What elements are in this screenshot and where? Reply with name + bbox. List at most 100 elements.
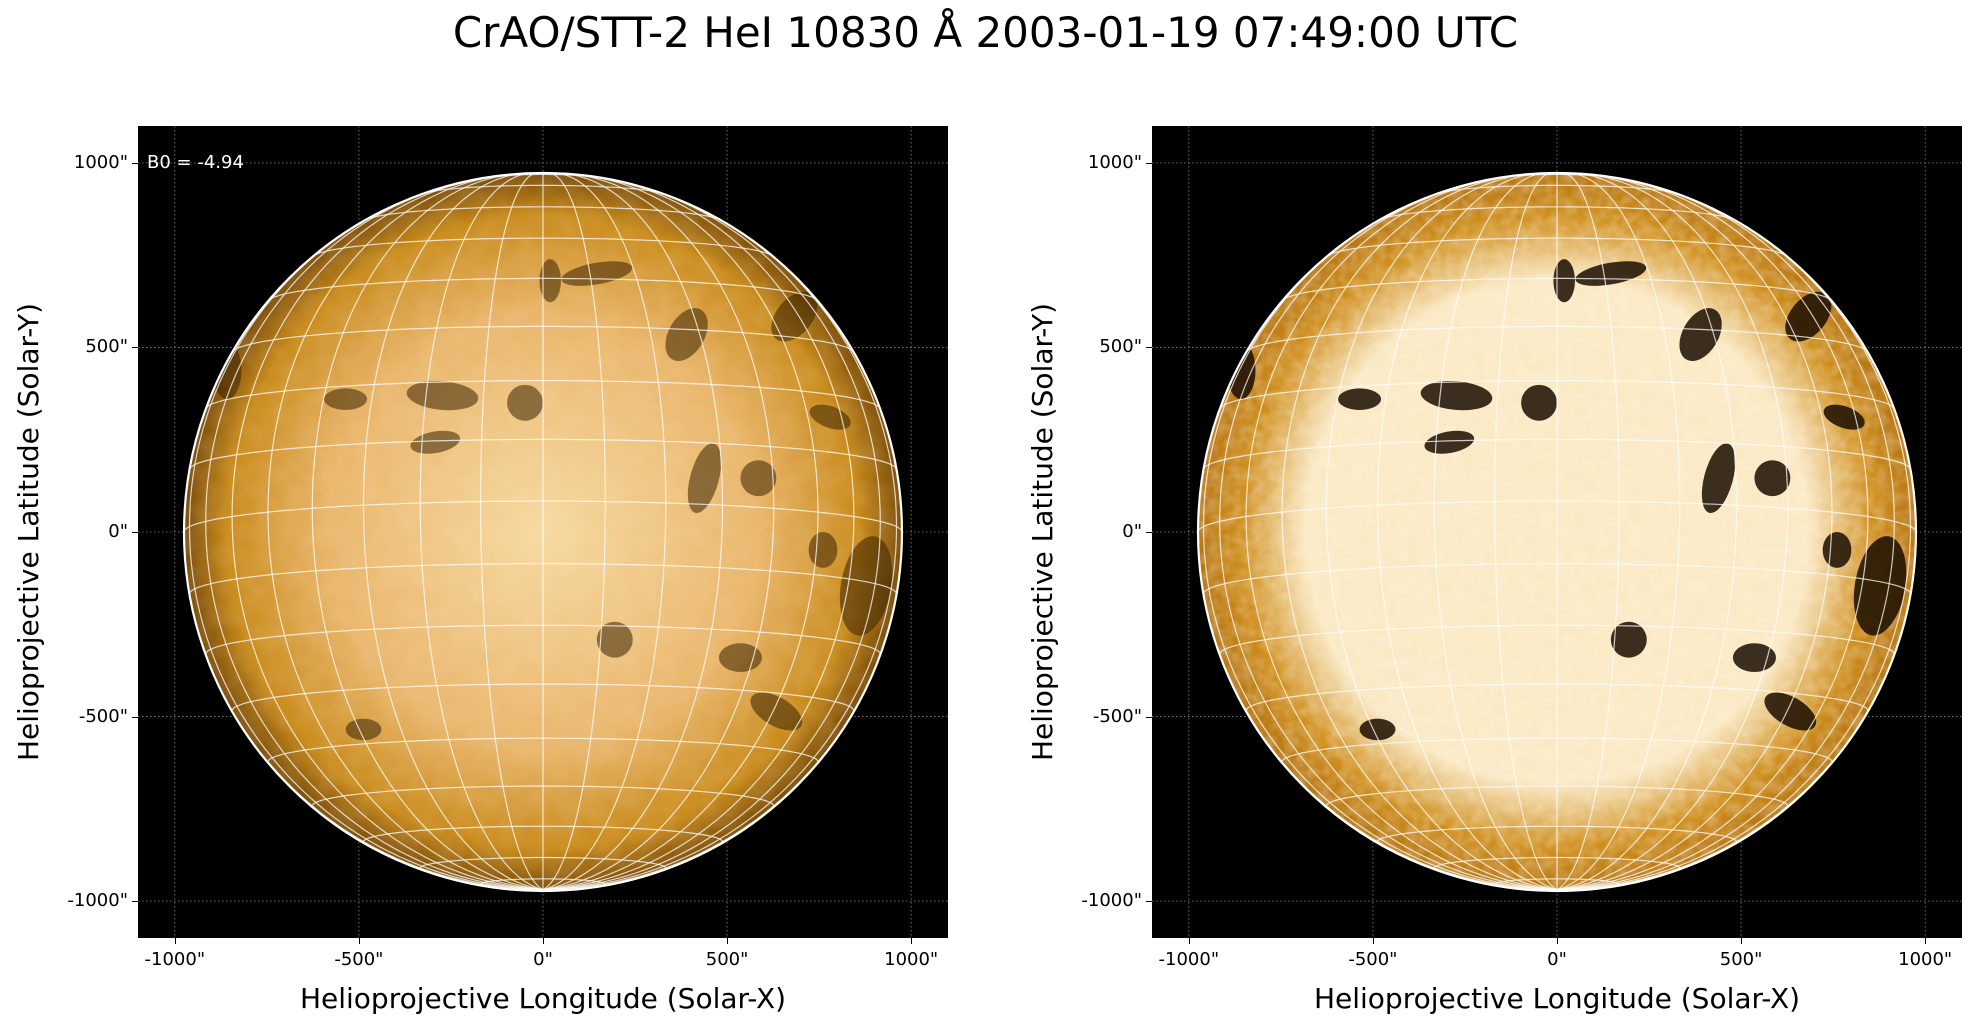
parallel-line <box>188 563 898 595</box>
meridian-line <box>1433 173 1558 891</box>
right-y-tick-mark <box>1146 347 1152 349</box>
meridian-line <box>1281 174 1558 891</box>
right-y-tick-label: 0" <box>1122 521 1142 542</box>
right-y-tick-label: 1000" <box>1087 151 1142 173</box>
parallel-line <box>1219 380 1895 410</box>
left-x-tick-label: 1000" <box>884 949 939 970</box>
left-x-tick-mark <box>174 938 176 944</box>
right-solar-image <box>1152 126 1962 938</box>
left-solar-disk <box>138 126 948 938</box>
left-y-tick-label: -1000" <box>67 890 128 912</box>
filament-feature <box>750 692 803 731</box>
parallel-line <box>1437 184 1677 194</box>
right-x-tick-mark <box>1188 938 1190 944</box>
parallel-line <box>1245 683 1869 711</box>
meridian-line <box>231 176 544 891</box>
parallel-line <box>1325 785 1789 807</box>
right-y-tick-mark <box>1146 716 1152 718</box>
filament-feature <box>1610 621 1647 658</box>
left-x-tick-label: 0" <box>533 949 553 970</box>
filament-feature <box>507 384 543 421</box>
filament-feature <box>1764 692 1817 731</box>
left-y-tick-label: 0" <box>108 521 128 542</box>
meridian-line <box>542 173 667 891</box>
right-y-tick-label: -500" <box>1092 705 1142 727</box>
parallel-line <box>313 237 773 257</box>
right-y-tick-mark <box>1146 162 1152 164</box>
parallel-line <box>1327 237 1787 257</box>
filament-feature <box>1822 532 1852 568</box>
meridian-line <box>1325 173 1558 891</box>
right-x-tick-label: 1000" <box>1898 949 1953 970</box>
b0-annotation: B0 = -4.94 <box>147 152 244 173</box>
right-x-tick-label: 0" <box>1547 949 1567 970</box>
meridian-line <box>1556 173 1789 891</box>
meridian-line <box>1494 173 1558 891</box>
right-y-tick-label: 500" <box>1099 336 1142 358</box>
filament-feature <box>839 536 893 636</box>
right-y-tick-mark <box>1146 532 1152 533</box>
meridian-line <box>205 184 544 891</box>
meridian-line <box>419 173 544 891</box>
meridian-line <box>1245 176 1558 891</box>
parallel-line <box>1379 206 1735 221</box>
filament-feature <box>809 404 851 430</box>
meridian-line <box>542 173 775 891</box>
meridian-line <box>1202 213 1558 891</box>
right-x-tick-mark <box>1372 938 1374 944</box>
left-y-tick-mark <box>132 901 138 903</box>
solar-disk <box>184 173 902 891</box>
parallel-line <box>1494 878 1620 885</box>
meridian-line <box>542 174 819 891</box>
filament-feature <box>1521 384 1557 421</box>
filament-feature <box>1679 308 1722 362</box>
meridian-line <box>267 174 544 891</box>
left-y-tick-label: -500" <box>78 705 128 727</box>
left-x-tick-label: -1000" <box>144 949 206 970</box>
meridian-line <box>542 213 898 891</box>
left-x-tick-label: -500" <box>334 949 384 970</box>
filament-feature <box>345 718 382 741</box>
left-x-tick-label: 500" <box>705 949 749 970</box>
right-y-tick-label: -1000" <box>1081 890 1142 912</box>
heliographic-grid <box>1198 173 1916 891</box>
filament-feature <box>1338 388 1382 410</box>
parallel-line <box>269 277 817 301</box>
parallel-line <box>365 206 721 221</box>
left-y-tick-label: 500" <box>85 336 128 358</box>
right-x-tick-label: -1000" <box>1158 949 1220 970</box>
filament-feature <box>740 460 777 497</box>
left-y-tick-mark <box>132 532 138 533</box>
meridian-line <box>1556 213 1912 891</box>
figure-title: CrAO/STT-2 HeI 10830 Å 2003-01-19 07:49:… <box>452 8 1519 57</box>
left-y-tick-mark <box>132 716 138 718</box>
meridian-line <box>480 173 544 891</box>
meridian-line <box>1556 176 1869 891</box>
parallel-line <box>1283 277 1831 301</box>
right-x-tick-mark <box>1741 938 1743 944</box>
parallel-line <box>480 878 606 885</box>
filament-feature <box>1701 443 1736 514</box>
meridian-line <box>1376 173 1558 891</box>
right-x-tick-mark <box>1925 938 1927 944</box>
solar-limb <box>182 171 904 893</box>
parallel-line <box>362 825 724 842</box>
left-x-axis-label: Helioprojective Longitude (Solar-X) <box>299 982 787 1015</box>
meridian-line <box>188 213 544 891</box>
filament-feature <box>665 308 708 362</box>
parallel-line <box>419 856 667 869</box>
parallel-line <box>423 184 663 194</box>
parallel-line <box>1219 624 1895 655</box>
parallel-line <box>311 785 775 807</box>
right-x-tick-mark <box>1557 938 1558 944</box>
filament-feature <box>596 621 633 658</box>
meridian-line <box>542 173 724 891</box>
meridian-line <box>1556 174 1833 891</box>
filament-feature <box>539 259 561 303</box>
parallel-line <box>1202 563 1912 595</box>
left-x-tick-mark <box>358 938 360 944</box>
right-solar-disk <box>1152 126 1962 938</box>
left-y-tick-mark <box>132 347 138 349</box>
filament-feature <box>1823 404 1865 430</box>
meridian-line <box>542 173 606 891</box>
